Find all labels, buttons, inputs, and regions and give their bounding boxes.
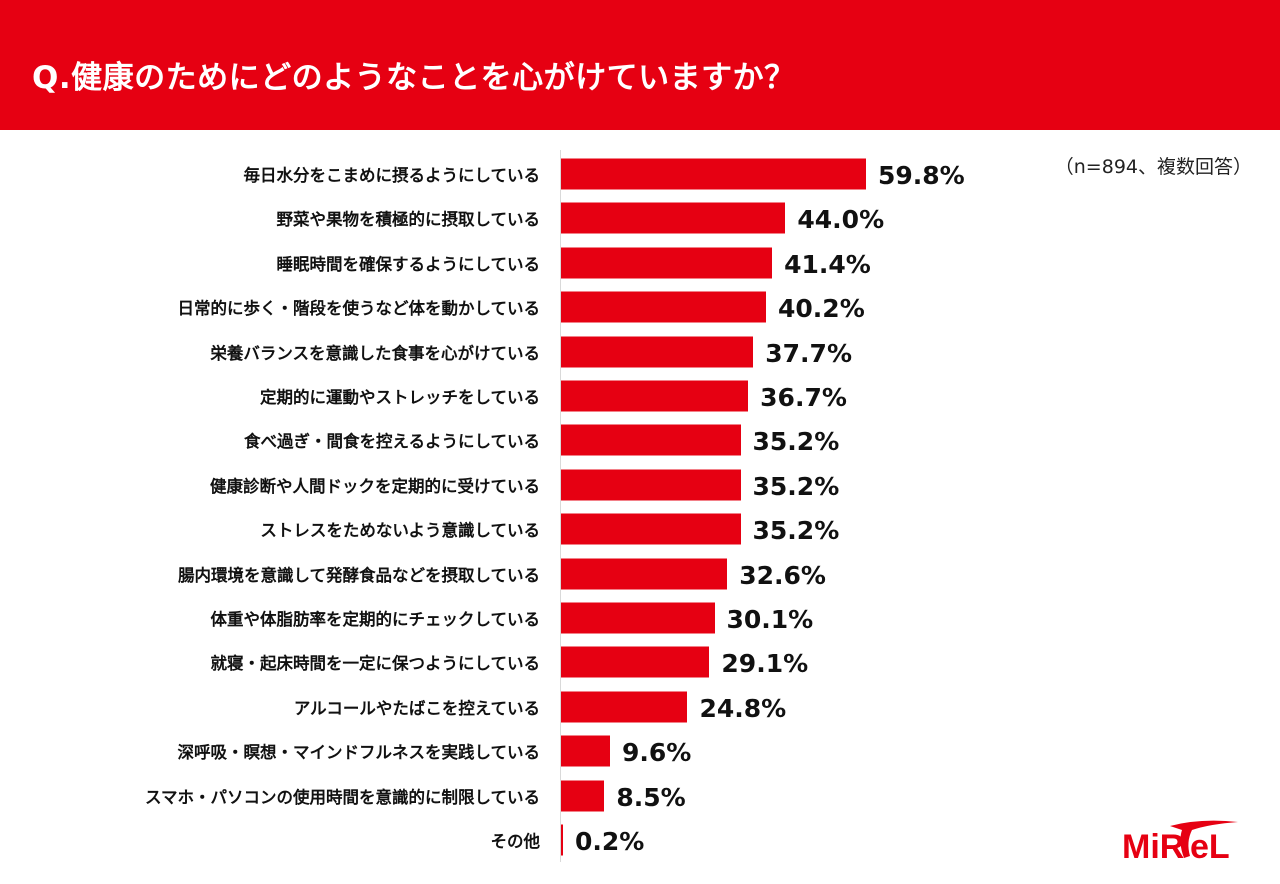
value-label: 36.7% bbox=[760, 382, 847, 412]
bar bbox=[561, 646, 710, 678]
category-label: スマホ・パソコンの使用時間を意識的に制限している bbox=[144, 787, 540, 807]
category-label: 深呼吸・瞑想・マインドフルネスを実践している bbox=[177, 743, 540, 763]
value-label: 8.5% bbox=[616, 782, 686, 812]
category-label: 野菜や果物を積極的に摂取している bbox=[276, 210, 540, 230]
category-label: 体重や体脂肪率を定期的にチェックしている bbox=[210, 610, 540, 629]
bar bbox=[561, 158, 866, 190]
chart-title: Q.健康のためにどのようなことを心がけていますか？ bbox=[32, 60, 796, 96]
bar bbox=[561, 780, 605, 812]
category-label: 腸内環境を意識して発酵食品などを摂取している bbox=[177, 565, 540, 585]
value-label: 0.2% bbox=[575, 826, 645, 856]
category-label: 食べ過ぎ・間食を控えるようにしている bbox=[243, 432, 540, 452]
value-label: 40.2% bbox=[778, 294, 865, 324]
value-label: 30.1% bbox=[726, 604, 814, 634]
bar bbox=[561, 336, 754, 368]
category-label: ストレスをためないよう意識している bbox=[260, 521, 540, 541]
bar bbox=[561, 424, 741, 456]
category-label: 健康診断や人間ドックを定期的に受けている bbox=[210, 476, 540, 496]
svg-text:MiR: MiR bbox=[1122, 828, 1184, 866]
bar bbox=[561, 202, 786, 234]
value-label: 24.8% bbox=[699, 693, 787, 723]
value-label: 29.1% bbox=[721, 649, 809, 679]
bar bbox=[561, 824, 563, 856]
bar bbox=[561, 469, 741, 501]
category-label: 栄養バランスを意識した食事を心がけている bbox=[210, 343, 540, 363]
value-label: 35.2% bbox=[752, 427, 840, 457]
y-axis-line bbox=[560, 150, 561, 862]
mirtel-logo: MiR eL bbox=[1122, 820, 1238, 866]
svg-text:eL: eL bbox=[1190, 828, 1230, 866]
category-label: アルコールやたばこを控えている bbox=[293, 698, 540, 718]
value-label: 44.0% bbox=[797, 205, 885, 235]
bar bbox=[561, 735, 610, 767]
category-label: その他 bbox=[490, 832, 541, 851]
category-label: 定期的に運動やストレッチをしている bbox=[259, 388, 540, 407]
bar bbox=[561, 691, 688, 723]
category-label: 日常的に歩く・階段を使うなど体を動かしている bbox=[177, 299, 540, 319]
value-label: 59.8% bbox=[877, 160, 965, 190]
bar bbox=[561, 602, 715, 634]
bar bbox=[561, 247, 773, 279]
value-label: 32.6% bbox=[739, 560, 826, 590]
value-label: 37.7% bbox=[765, 338, 852, 368]
bar bbox=[561, 558, 728, 590]
category-label: 就寝・起床時間を一定に保つようにしている bbox=[210, 654, 540, 674]
category-label: 毎日水分をこまめに摂るようにしている bbox=[243, 166, 540, 185]
value-label: 41.4% bbox=[784, 249, 871, 279]
value-label: 35.2% bbox=[752, 471, 840, 501]
value-label: 35.2% bbox=[752, 516, 840, 546]
bar bbox=[561, 380, 749, 412]
bar bbox=[561, 513, 741, 545]
bar bbox=[561, 291, 767, 323]
value-label: 9.6% bbox=[621, 738, 692, 768]
sample-note: （n=894、複数回答） bbox=[1054, 156, 1252, 178]
category-label: 睡眠時間を確保するようにしている bbox=[276, 254, 540, 274]
header-banner: Q.健康のためにどのようなことを心がけていますか？ bbox=[0, 0, 1280, 130]
